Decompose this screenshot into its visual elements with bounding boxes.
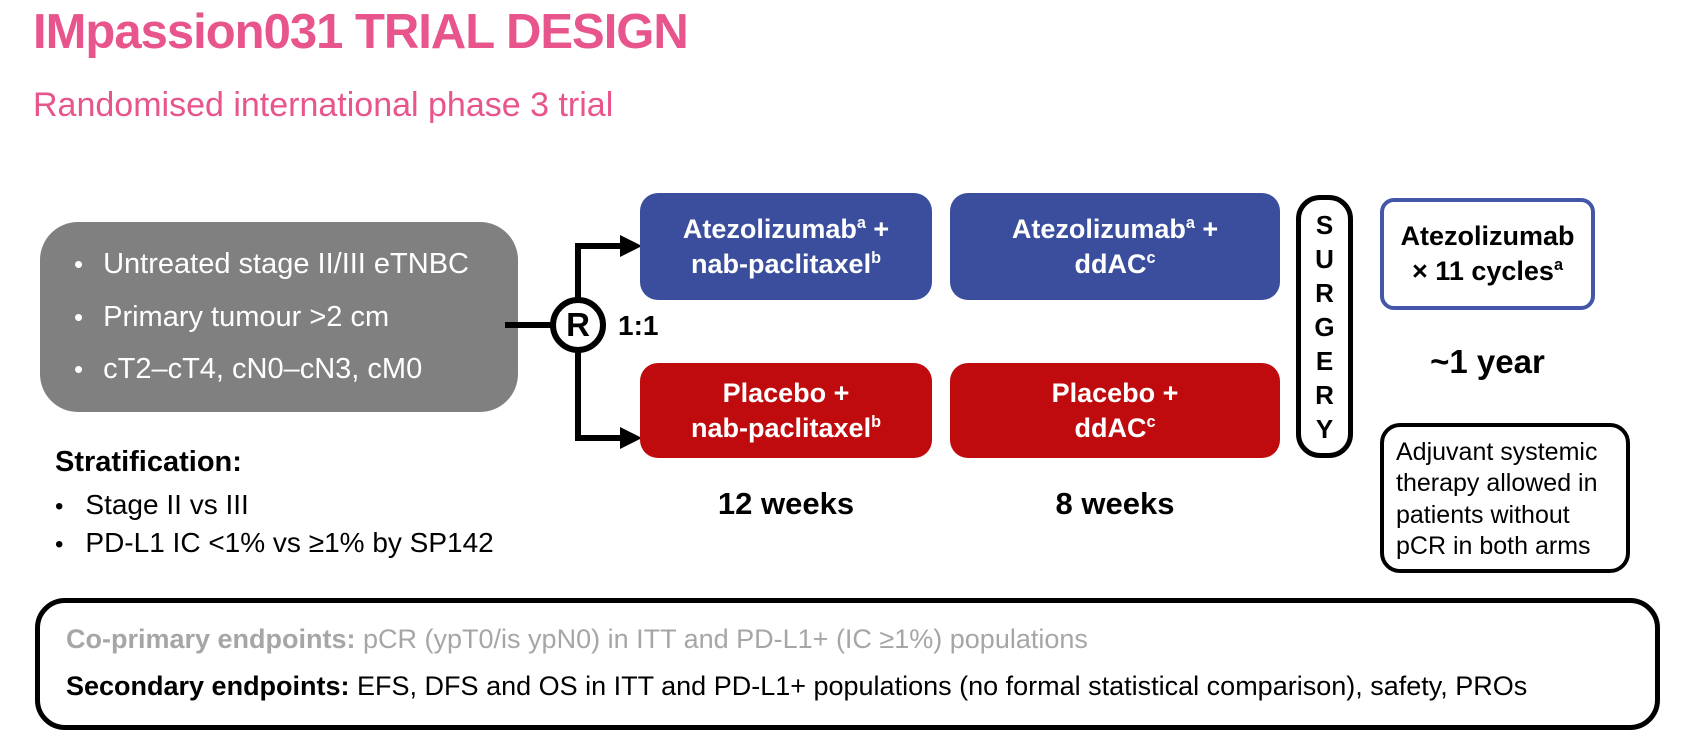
surgery-letter: G (1314, 311, 1335, 342)
arm-box-placebo-nab-paclitaxel: Placebo + nab-paclitaxelb (640, 363, 932, 458)
surgery-letter: U (1315, 243, 1334, 274)
coprimary-endpoints-line: Co-primary endpoints: pCR (ypT0/is ypN0)… (66, 624, 1629, 655)
footnote-marker: a (856, 213, 866, 232)
secondary-endpoints-line: Secondary endpoints: EFS, DFS and OS in … (66, 671, 1629, 702)
duration-phase1: 12 weeks (717, 486, 855, 521)
arm-label: Atezolizumaba + nab-paclitaxelb (683, 212, 889, 281)
arm-label: Placebo + ddACc (1052, 376, 1179, 445)
arm-box-atezolizumab-nab-paclitaxel: Atezolizumaba + nab-paclitaxelb (640, 193, 932, 300)
adjuvant-duration: ~1 year (1430, 343, 1545, 380)
arm-label: Atezolizumaba + ddACc (1012, 212, 1218, 281)
footnote-marker: b (871, 248, 881, 267)
arm-label-line1: Placebo + (722, 377, 850, 408)
connector-eligibility-to-randomisation (505, 322, 555, 328)
endpoints-box: Co-primary endpoints: pCR (ypT0/is ypN0)… (35, 598, 1660, 730)
footnote-marker: c (1146, 248, 1156, 267)
arrow-shaft-bottom-arm (578, 435, 626, 441)
secondary-endpoints-text: EFS, DFS and OS in ITT and PD-L1+ popula… (349, 671, 1528, 701)
arm-label-line2: ddACc (1074, 412, 1156, 443)
eligibility-item-text: cT2–cT4, cN0–cN3, cM0 (103, 353, 423, 386)
arm-label-line2: ddACc (1074, 248, 1156, 279)
arm-label: Placebo + nab-paclitaxelb (691, 376, 881, 445)
footnote-marker: b (871, 412, 881, 431)
footnote-marker: a (1553, 256, 1563, 274)
coprimary-endpoints-label: Co-primary endpoints: (66, 624, 356, 654)
adjuvant-note-text: Adjuvant systemic therapy allowed in pat… (1396, 438, 1598, 560)
eligibility-box: Untreated stage II/III eTNBC Primary tum… (40, 222, 518, 412)
arm-label-line2: nab-paclitaxelb (691, 248, 881, 279)
coprimary-endpoints-text: pCR (ypT0/is ypN0) in ITT and PD-L1+ (IC… (355, 624, 1088, 654)
arm-label-line1: Atezolizumaba + (682, 213, 890, 244)
secondary-endpoints-label: Secondary endpoints: (66, 671, 350, 701)
arrow-head-bottom-arm-icon (620, 427, 642, 449)
arm-label-line1: Atezolizumaba + (1011, 213, 1219, 244)
stratification-heading: Stratification: (55, 446, 242, 478)
randomisation-symbol: R (566, 306, 590, 343)
stratification-item: Stage II vs III (55, 489, 494, 521)
stratification-item: PD-L1 IC <1% vs ≥1% by SP142 (55, 527, 493, 559)
surgery-letter: R (1315, 379, 1334, 410)
surgery-letter: S (1315, 209, 1334, 240)
page-subtitle: Randomised international phase 3 trial (33, 86, 614, 124)
arrow-shaft-top-arm (578, 243, 626, 249)
arm-box-atezolizumab-ddac: Atezolizumaba + ddACc (950, 193, 1280, 300)
footnote-marker: c (1146, 412, 1156, 431)
eligibility-item: Primary tumour >2 cm (74, 301, 518, 334)
duration-phase2: 8 weeks (1055, 486, 1175, 521)
arm-label-line2: nab-paclitaxelb (691, 412, 881, 443)
cycles-line1: Atezolizumab (1400, 220, 1575, 251)
page-title: IMpassion031 TRIAL DESIGN (33, 5, 689, 59)
cycles-line2: × 11 cyclesa (1412, 256, 1563, 286)
stratification-section: Stratification: Stage II vs III PD-L1 IC… (55, 446, 494, 565)
randomisation-ratio: 1:1 (618, 310, 659, 341)
arrow-head-top-arm-icon (620, 235, 642, 257)
adjuvant-atezolizumab-box: Atezolizumab × 11 cyclesa (1380, 198, 1595, 310)
surgery-box: S U R G E R Y (1296, 195, 1353, 458)
footnote-marker: a (1185, 213, 1195, 232)
surgery-letter: E (1315, 345, 1334, 376)
surgery-letter: Y (1315, 413, 1334, 444)
adjuvant-atezolizumab-label: Atezolizumab × 11 cyclesa (1400, 219, 1574, 289)
randomisation-circle: R (550, 297, 606, 353)
eligibility-item: cT2–cT4, cN0–cN3, cM0 (74, 353, 518, 386)
arm-box-placebo-ddac: Placebo + ddACc (950, 363, 1280, 458)
surgery-letter: R (1315, 277, 1334, 308)
adjuvant-note-box: Adjuvant systemic therapy allowed in pat… (1380, 423, 1630, 573)
eligibility-item-text: Untreated stage II/III eTNBC (103, 247, 469, 280)
eligibility-item: Untreated stage II/III eTNBC (74, 248, 518, 281)
eligibility-item-text: Primary tumour >2 cm (103, 300, 390, 333)
arm-label-line1: Placebo + (1051, 377, 1179, 408)
